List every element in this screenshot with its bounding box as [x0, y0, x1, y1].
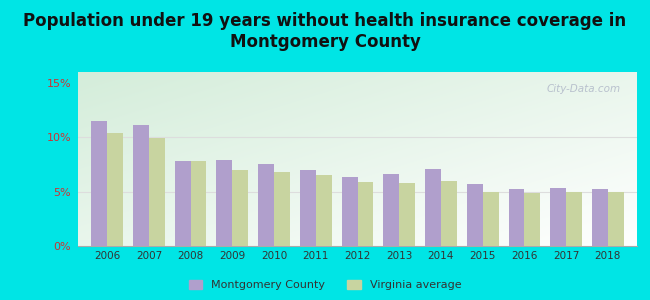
Bar — [425, 169, 441, 246]
Bar — [258, 164, 274, 246]
Bar — [467, 184, 483, 246]
Bar — [274, 172, 290, 246]
Bar — [399, 183, 415, 246]
Bar — [508, 190, 525, 246]
Bar — [133, 125, 149, 246]
Bar — [551, 188, 566, 246]
Bar — [525, 193, 540, 246]
Bar — [175, 161, 190, 246]
Bar — [216, 160, 232, 246]
Bar — [300, 170, 316, 246]
Bar — [232, 170, 248, 246]
Legend: Montgomery County, Virginia average: Montgomery County, Virginia average — [185, 275, 465, 294]
Bar — [149, 138, 164, 246]
Bar — [566, 192, 582, 246]
Bar — [592, 190, 608, 246]
Text: City-Data.com: City-Data.com — [546, 84, 620, 94]
Bar — [92, 121, 107, 246]
Bar — [483, 192, 499, 246]
Text: Population under 19 years without health insurance coverage in
Montgomery County: Population under 19 years without health… — [23, 12, 627, 51]
Bar — [384, 174, 399, 246]
Bar — [190, 161, 207, 246]
Bar — [107, 133, 123, 246]
Bar — [358, 182, 373, 246]
Bar — [316, 175, 332, 246]
Bar — [608, 192, 623, 246]
Bar — [441, 181, 457, 246]
Bar — [342, 178, 358, 246]
